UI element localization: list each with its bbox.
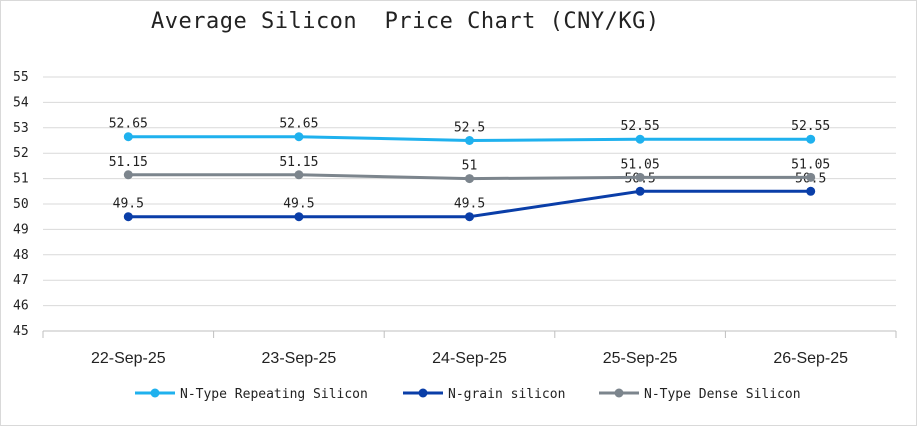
legend-marker xyxy=(418,388,428,398)
chart-title: Average Silicon Price Chart (CNY/KG) xyxy=(151,9,660,34)
y-tick-label: 46 xyxy=(13,299,29,314)
data-point xyxy=(294,212,304,222)
x-tick-label: 24-Sep-25 xyxy=(432,350,507,367)
data-point xyxy=(294,170,304,180)
data-label: 51.15 xyxy=(279,155,318,170)
data-point xyxy=(294,132,304,142)
legend-marker xyxy=(614,388,624,398)
y-tick-label: 52 xyxy=(13,146,29,161)
x-tick-label: 23-Sep-25 xyxy=(262,350,337,367)
data-point xyxy=(635,172,645,182)
data-label: 52.55 xyxy=(791,119,830,134)
y-tick-label: 51 xyxy=(13,172,29,187)
data-label: 52.55 xyxy=(621,119,660,134)
y-tick-label: 53 xyxy=(13,121,29,136)
data-label: 52.65 xyxy=(279,117,318,132)
data-point xyxy=(123,170,133,180)
y-tick-label: 50 xyxy=(13,197,29,212)
data-point xyxy=(635,186,645,196)
y-tick-label: 47 xyxy=(13,273,29,288)
data-label: 49.5 xyxy=(283,197,314,212)
y-tick-label: 48 xyxy=(13,248,29,263)
y-tick-label: 49 xyxy=(13,222,29,237)
x-tick-label: 22-Sep-25 xyxy=(91,350,166,367)
data-point xyxy=(465,136,474,145)
data-point xyxy=(635,134,645,144)
legend-label: N-grain silicon xyxy=(448,387,565,402)
data-point xyxy=(465,174,474,184)
data-point xyxy=(806,172,816,182)
legend-label: N-Type Dense Silicon xyxy=(644,387,801,402)
y-tick-label: 45 xyxy=(13,324,29,339)
data-point xyxy=(123,132,133,142)
data-point xyxy=(806,186,816,196)
data-point xyxy=(123,212,133,222)
data-point xyxy=(465,212,474,222)
y-tick-label: 55 xyxy=(13,70,29,85)
data-label: 49.5 xyxy=(113,197,144,212)
data-label: 49.5 xyxy=(454,197,485,212)
data-label: 51 xyxy=(462,159,478,174)
data-label: 51.05 xyxy=(791,157,830,172)
y-tick-label: 54 xyxy=(13,95,29,110)
data-label: 52.5 xyxy=(454,121,485,136)
data-label: 52.65 xyxy=(109,117,148,132)
data-label: 51.05 xyxy=(621,157,660,172)
data-label: 51.15 xyxy=(109,155,148,170)
x-tick-label: 25-Sep-25 xyxy=(603,350,678,367)
x-tick-label: 26-Sep-25 xyxy=(773,350,848,367)
legend-marker xyxy=(150,388,160,398)
legend-label: N-Type Repeating Silicon xyxy=(180,387,368,402)
data-point xyxy=(806,134,816,144)
